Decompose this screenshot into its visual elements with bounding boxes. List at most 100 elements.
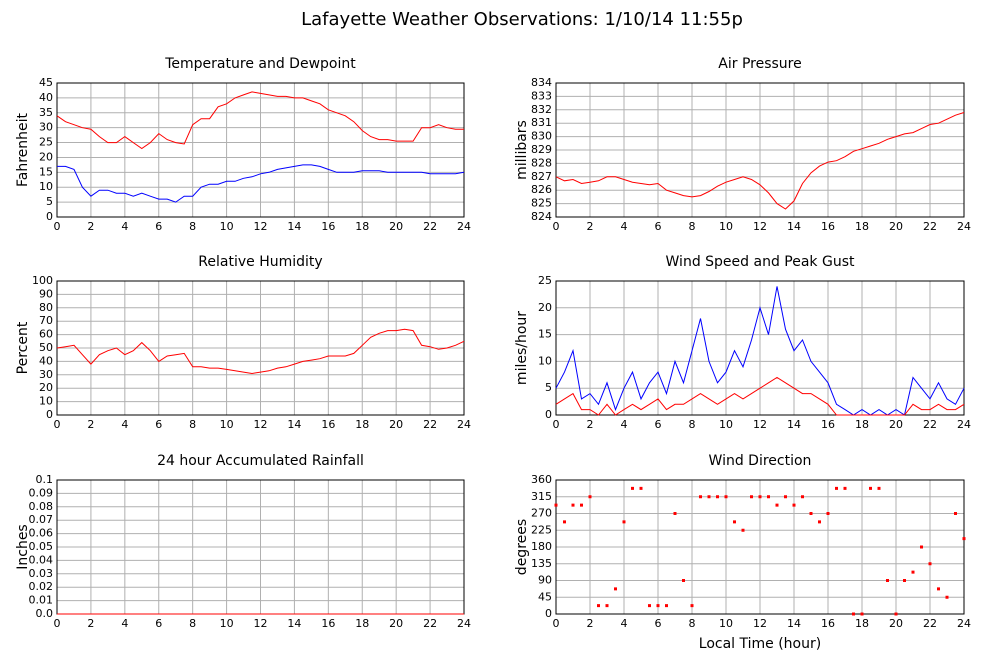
y-axis-label: miles/hour (514, 311, 530, 385)
y-tick-label: 0.0 (36, 607, 54, 620)
x-tick-label: 18 (355, 418, 369, 431)
x-tick-label: 6 (155, 617, 162, 630)
x-tick-label: 10 (220, 418, 234, 431)
x-tick-label: 20 (889, 617, 903, 630)
x-tick-label: 8 (189, 418, 196, 431)
x-tick-label: 14 (287, 220, 301, 233)
x-tick-label: 8 (689, 617, 696, 630)
data-point (852, 612, 855, 616)
x-tick-label: 10 (719, 617, 733, 630)
data-point (945, 595, 949, 599)
x-tick-label: 18 (855, 617, 869, 630)
y-tick-label: 829 (531, 143, 552, 156)
data-point (631, 486, 634, 490)
x-tick-label: 12 (753, 418, 767, 431)
y-tick-label: 831 (531, 116, 552, 129)
page-title: Lafayette Weather Observations: 1/10/14 … (301, 9, 743, 30)
x-tick-label: 10 (719, 418, 733, 431)
x-tick-label: 2 (87, 220, 94, 233)
data-point (716, 495, 719, 499)
x-tick-label: 4 (621, 617, 628, 630)
x-tick-label: 16 (821, 617, 835, 630)
data-point (563, 520, 566, 524)
y-tick-label: 0.03 (29, 567, 54, 580)
data-point (648, 604, 651, 608)
plot-frame (56, 82, 465, 218)
y-tick-label: 135 (531, 557, 552, 570)
y-tick-label: 180 (531, 540, 552, 553)
y-tick-label: 0 (545, 607, 552, 620)
x-tick-label: 22 (423, 617, 437, 630)
x-tick-label: 12 (753, 220, 767, 233)
data-point (869, 486, 872, 490)
y-tick-label: 826 (531, 183, 552, 196)
y-axis-label: Percent (15, 321, 31, 374)
x-tick-label: 22 (923, 617, 937, 630)
x-tick-label: 14 (787, 418, 801, 431)
data-point (588, 495, 592, 499)
x-tick-label: 14 (287, 418, 301, 431)
x-tick-label: 12 (254, 220, 268, 233)
x-tick-label: 16 (821, 418, 835, 431)
x-tick-label: 20 (889, 418, 903, 431)
y-tick-label: 45 (538, 590, 552, 603)
data-point (792, 503, 796, 507)
x-tick-label: 18 (855, 418, 869, 431)
x-tick-label: 16 (321, 418, 335, 431)
y-tick-label: 0.01 (29, 594, 54, 607)
data-point (809, 512, 813, 515)
x-tick-label: 24 (457, 617, 471, 630)
y-tick-label: 45 (39, 76, 53, 89)
x-tick-label: 4 (621, 220, 628, 233)
x-tick-label: 24 (957, 220, 971, 233)
x-tick-label: 4 (121, 617, 128, 630)
x-tick-label: 10 (220, 617, 234, 630)
data-point (665, 604, 668, 608)
y-tick-label: 270 (531, 507, 552, 520)
x-tick-label: 24 (457, 418, 471, 431)
y-tick-label: 0.07 (29, 513, 54, 526)
y-tick-label: 0.05 (29, 540, 54, 553)
data-line (555, 376, 965, 416)
data-point (571, 503, 575, 507)
panel-title: Air Pressure (718, 56, 801, 72)
panel-title: Relative Humidity (198, 254, 322, 270)
y-tick-label: 20 (39, 150, 53, 163)
data-point (580, 503, 583, 507)
data-point (699, 495, 702, 499)
y-tick-label: 0.08 (29, 500, 54, 513)
y-tick-label: 825 (531, 197, 552, 210)
x-tick-label: 0 (54, 220, 61, 233)
data-line (57, 164, 465, 203)
x-tick-label: 10 (220, 220, 234, 233)
x-tick-label: 0 (553, 617, 560, 630)
data-point (622, 520, 626, 524)
data-point (724, 495, 728, 499)
y-tick-label: 60 (39, 328, 53, 341)
x-tick-label: 18 (355, 220, 369, 233)
x-tick-label: 16 (321, 220, 335, 233)
data-point (920, 545, 923, 549)
y-axis-label: Fahrenheit (15, 112, 31, 187)
y-tick-label: 100 (32, 274, 53, 287)
x-tick-label: 22 (923, 418, 937, 431)
data-point (818, 520, 821, 524)
y-tick-label: 25 (39, 136, 53, 149)
x-tick-label: 14 (287, 617, 301, 630)
data-point (877, 486, 881, 490)
y-tick-label: 0.1 (36, 473, 54, 486)
x-tick-label: 8 (689, 220, 696, 233)
data-point (962, 537, 966, 541)
data-point (860, 612, 864, 616)
x-tick-label: 20 (389, 220, 403, 233)
data-point (750, 495, 753, 499)
y-tick-label: 5 (46, 195, 53, 208)
data-line (56, 91, 464, 150)
x-tick-label: 10 (719, 220, 733, 233)
y-tick-label: 830 (531, 130, 552, 143)
x-tick-label: 14 (787, 617, 801, 630)
x-tick-label: 0 (553, 418, 560, 431)
panel-title: Wind Speed and Peak Gust (666, 254, 855, 270)
y-tick-label: 20 (538, 301, 552, 314)
